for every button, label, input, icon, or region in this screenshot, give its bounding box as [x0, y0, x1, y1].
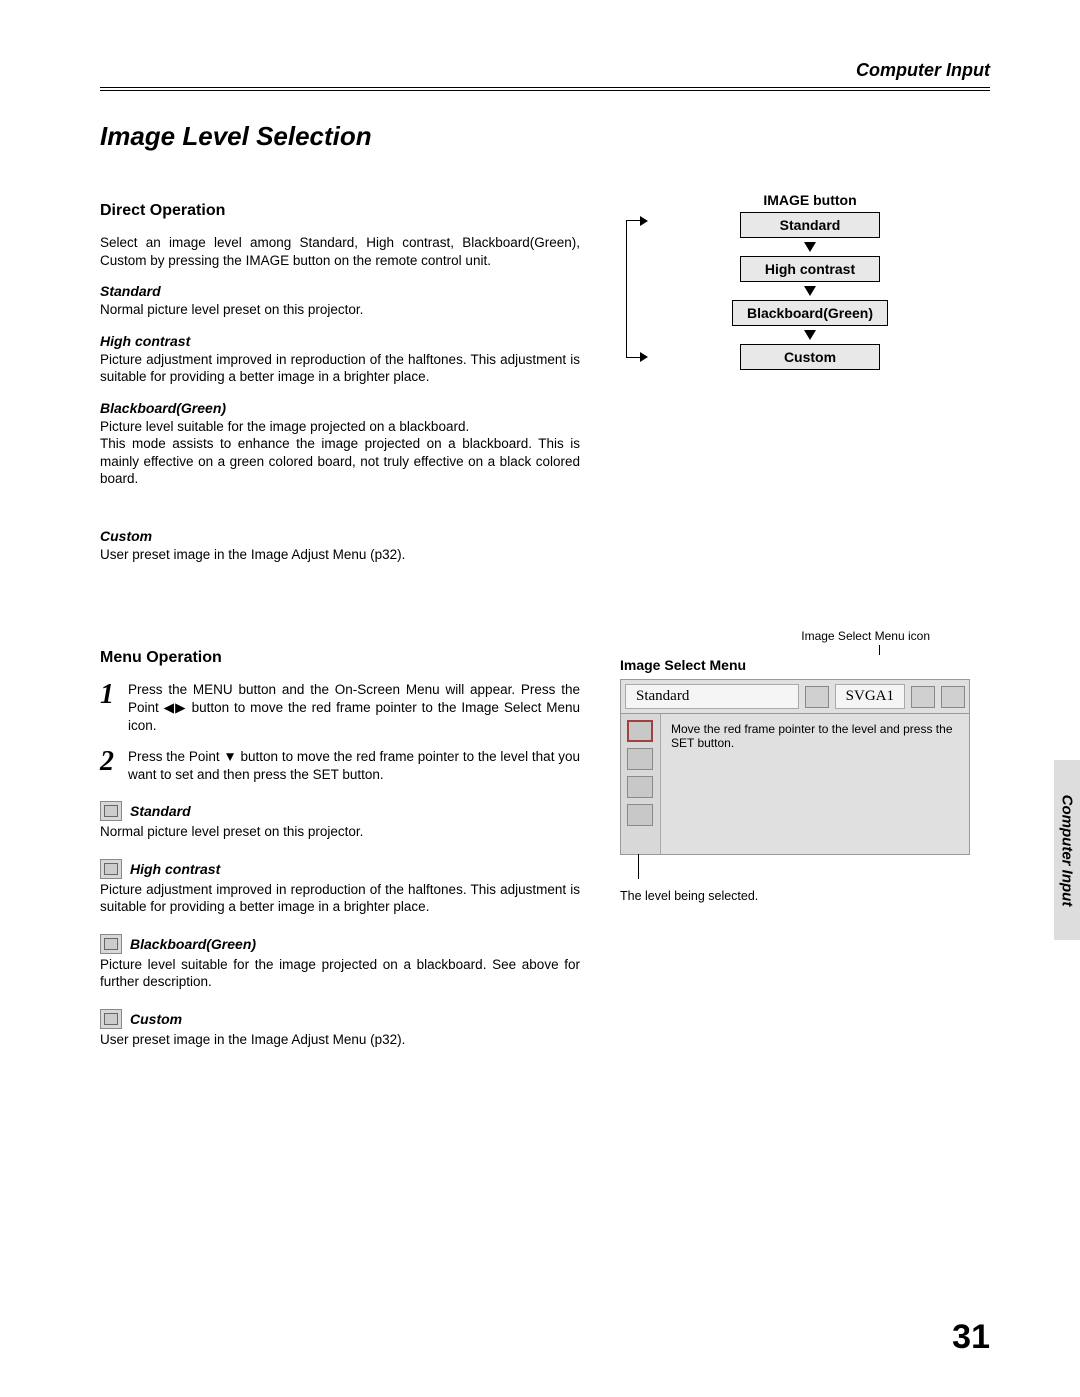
menu-item-1-name: High contrast [130, 861, 220, 877]
step-2-text: Press the Point ▼ button to move the red… [128, 748, 580, 783]
direct-intro: Select an image level among Standard, Hi… [100, 234, 580, 269]
direct-item-3-name: Custom [100, 528, 580, 544]
osd-level-standard-icon [627, 720, 653, 742]
side-tab: Computer Input [1054, 760, 1080, 940]
arrow-down-icon [804, 242, 816, 252]
menu-item-0-name: Standard [130, 803, 191, 819]
menu-item-0-desc: Normal picture level preset on this proj… [100, 823, 580, 841]
direct-item-0-name: Standard [100, 283, 580, 299]
osd-level-blackboard-icon [627, 776, 653, 798]
diagram-box-0: Standard [740, 212, 880, 238]
high-contrast-icon [100, 859, 122, 879]
osd-level-highcontrast-icon [627, 748, 653, 770]
diagram-box-1: High contrast [740, 256, 880, 282]
osd-menu-icon-1 [911, 686, 935, 708]
direct-item-2-desc: Picture level suitable for the image pro… [100, 418, 580, 488]
direct-heading: Direct Operation [100, 202, 580, 220]
osd-panel: Standard SVGA1 Move the red frame pointe… [620, 679, 970, 855]
diagram-label: IMAGE button [763, 192, 856, 208]
step-number-2: 2 [100, 748, 114, 783]
osd-menu-icon-2 [941, 686, 965, 708]
menu-item-3-name: Custom [130, 1011, 182, 1027]
menu-heading: Menu Operation [100, 649, 580, 667]
osd-nav-icon [805, 686, 829, 708]
caption-pointer-line [879, 645, 880, 655]
osd-note: Move the red frame pointer to the level … [661, 714, 969, 854]
menu-item-2-name: Blackboard(Green) [130, 936, 256, 952]
osd-field-signal: SVGA1 [835, 684, 905, 709]
page-number: 31 [952, 1318, 990, 1357]
custom-icon [100, 1009, 122, 1029]
side-tab-label: Computer Input [1059, 794, 1076, 906]
level-note: The level being selected. [620, 889, 970, 903]
menu-item-3-desc: User preset image in the Image Adjust Me… [100, 1031, 580, 1049]
menu-item-1-desc: Picture adjustment improved in reproduct… [100, 881, 580, 916]
direct-item-1-name: High contrast [100, 333, 580, 349]
diagram-box-3: Custom [740, 344, 880, 370]
header-section: Computer Input [100, 60, 990, 87]
arrow-down-icon [804, 286, 816, 296]
direct-item-0-desc: Normal picture level preset on this proj… [100, 301, 580, 319]
osd-field-mode: Standard [625, 684, 799, 709]
direct-item-1-desc: Picture adjustment improved in reproduct… [100, 351, 580, 386]
diagram-box-2: Blackboard(Green) [732, 300, 888, 326]
menu-icon-caption: Image Select Menu icon [620, 629, 970, 643]
osd-level-custom-icon [627, 804, 653, 826]
direct-item-2-name: Blackboard(Green) [100, 400, 580, 416]
direct-item-3-desc: User preset image in the Image Adjust Me… [100, 546, 580, 564]
diagram-loop-line [626, 220, 646, 358]
page-title: Image Level Selection [100, 121, 990, 152]
step-number-1: 1 [100, 681, 114, 734]
standard-icon [100, 801, 122, 821]
screenshot-title: Image Select Menu [620, 657, 970, 673]
step-1-text: Press the MENU button and the On-Screen … [128, 681, 580, 734]
header-rule [100, 87, 990, 91]
menu-item-2-desc: Picture level suitable for the image pro… [100, 956, 580, 991]
arrow-down-icon [804, 330, 816, 340]
blackboard-icon [100, 934, 122, 954]
